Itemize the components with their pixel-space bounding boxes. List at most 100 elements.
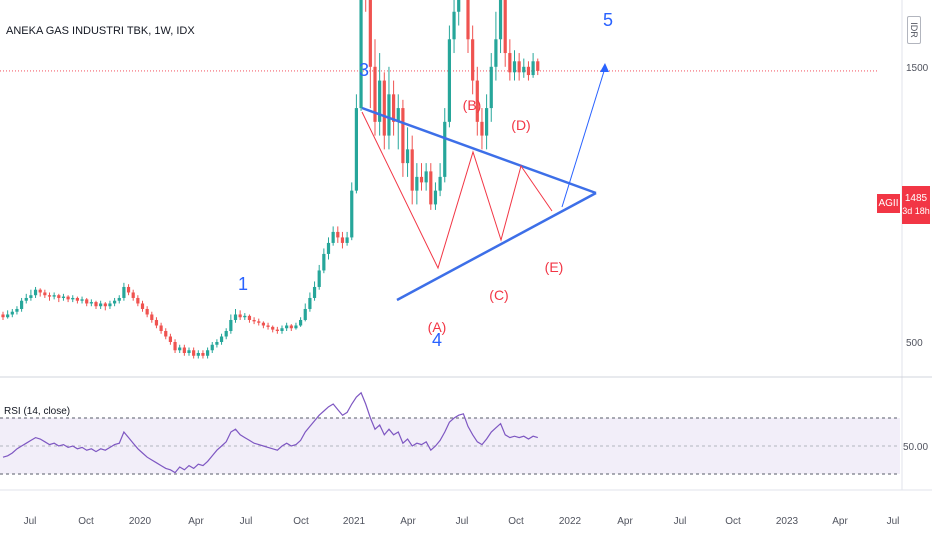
candle-body <box>498 0 503 40</box>
candle-body <box>215 342 219 345</box>
candle-body <box>1 314 5 318</box>
candle-body <box>29 295 33 298</box>
candle-body <box>433 190 438 205</box>
candle-body <box>368 0 372 67</box>
candle-body <box>275 329 279 331</box>
candle-body <box>247 315 252 320</box>
candlestick-series <box>1 0 540 359</box>
wave-label-1: 1 <box>238 274 248 294</box>
candle-body <box>331 231 335 243</box>
candle-body <box>168 336 172 342</box>
candle-body <box>20 300 24 309</box>
candle-body <box>150 314 154 320</box>
candle-body <box>159 325 163 331</box>
candle-body <box>103 303 107 307</box>
candle-body <box>317 270 321 287</box>
time-tick: Apr <box>617 516 633 527</box>
candle-body <box>289 325 293 329</box>
currency-button[interactable]: IDR <box>907 16 921 44</box>
candle-body <box>475 80 479 122</box>
price-tick-1500: 1500 <box>906 63 929 74</box>
candle-body <box>47 295 52 297</box>
candle-body <box>233 314 238 320</box>
time-tick: 2023 <box>776 516 799 527</box>
ticker-badge: AGII <box>877 194 900 213</box>
candle-body <box>271 326 275 330</box>
candle-body <box>280 328 284 331</box>
candle-body <box>378 80 382 122</box>
time-tick: 2021 <box>343 516 366 527</box>
chart-title: ANEKA GAS INDUSTRI TBK, 1W, IDX <box>6 25 195 37</box>
time-tick: Oct <box>78 516 94 527</box>
candle-body <box>154 319 159 326</box>
candle-body <box>522 66 526 73</box>
candle-body <box>457 0 461 12</box>
candle-body <box>336 231 340 238</box>
candle-body <box>392 94 396 122</box>
candle-body <box>113 300 117 304</box>
candle-body <box>438 176 442 191</box>
wave-label-A: (A) <box>428 319 447 335</box>
candle-body <box>424 171 428 183</box>
wave-5-arrowhead <box>600 63 609 72</box>
candle-body <box>303 308 307 320</box>
candle-body <box>201 353 205 356</box>
candle-body <box>126 286 131 293</box>
candle-body <box>71 297 75 300</box>
candle-body <box>43 292 47 296</box>
candle-body <box>387 94 391 136</box>
candle-body <box>10 311 14 315</box>
candle-body <box>326 242 331 254</box>
candle-body <box>173 342 177 351</box>
candle-body <box>196 353 200 356</box>
candle-body <box>219 336 224 342</box>
candle-body <box>85 299 89 304</box>
candle-body <box>117 297 121 301</box>
rsi-pane: RSI (14, close) 50.00 <box>0 391 928 475</box>
candle-body <box>38 289 42 293</box>
candle-body <box>350 190 354 238</box>
time-tick: Jul <box>887 516 900 527</box>
candle-body <box>512 61 517 73</box>
candle-body <box>89 302 93 304</box>
wave-label-E: (E) <box>545 259 564 275</box>
candle-body <box>536 61 540 71</box>
wave-label-B: (B) <box>463 97 482 113</box>
candle-body <box>136 297 140 304</box>
candle-body <box>494 39 498 67</box>
candle-body <box>145 308 149 315</box>
candle-body <box>405 149 410 164</box>
candle-body <box>382 80 386 136</box>
rsi-mid-value: 50.00 <box>903 442 928 453</box>
candle-body <box>299 319 303 326</box>
candle-body <box>266 325 270 327</box>
time-tick: Oct <box>725 516 741 527</box>
wave-5-projection <box>561 67 606 208</box>
price-tick-500: 500 <box>906 338 923 349</box>
candle-body <box>178 347 182 351</box>
candle-body <box>526 66 531 76</box>
candle-body <box>75 297 79 301</box>
wave-label-4: 4 <box>432 330 442 350</box>
candle-body <box>140 303 145 309</box>
candle-body <box>401 108 405 164</box>
last-price-badge: 1485 3d 18h <box>902 186 930 224</box>
candle-body <box>24 297 28 301</box>
candle-body <box>373 66 377 122</box>
candle-body <box>80 299 84 301</box>
abcde-wave-path <box>361 111 553 270</box>
candle-body <box>466 0 470 40</box>
triangle-lower-line <box>396 191 597 302</box>
candle-body <box>359 0 363 109</box>
time-tick: 2022 <box>559 516 582 527</box>
time-tick: Jul <box>674 516 687 527</box>
candle-body <box>345 237 349 243</box>
candle-body <box>322 253 326 271</box>
candle-body <box>308 297 312 309</box>
time-tick: Jul <box>456 516 469 527</box>
currency-label: IDR <box>909 22 919 38</box>
candle-body <box>419 176 424 183</box>
candle-body <box>252 319 256 322</box>
